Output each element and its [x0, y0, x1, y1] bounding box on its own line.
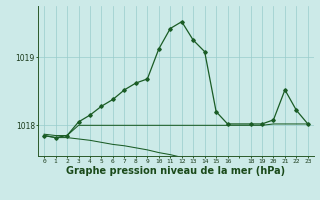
X-axis label: Graphe pression niveau de la mer (hPa): Graphe pression niveau de la mer (hPa) [67, 166, 285, 176]
